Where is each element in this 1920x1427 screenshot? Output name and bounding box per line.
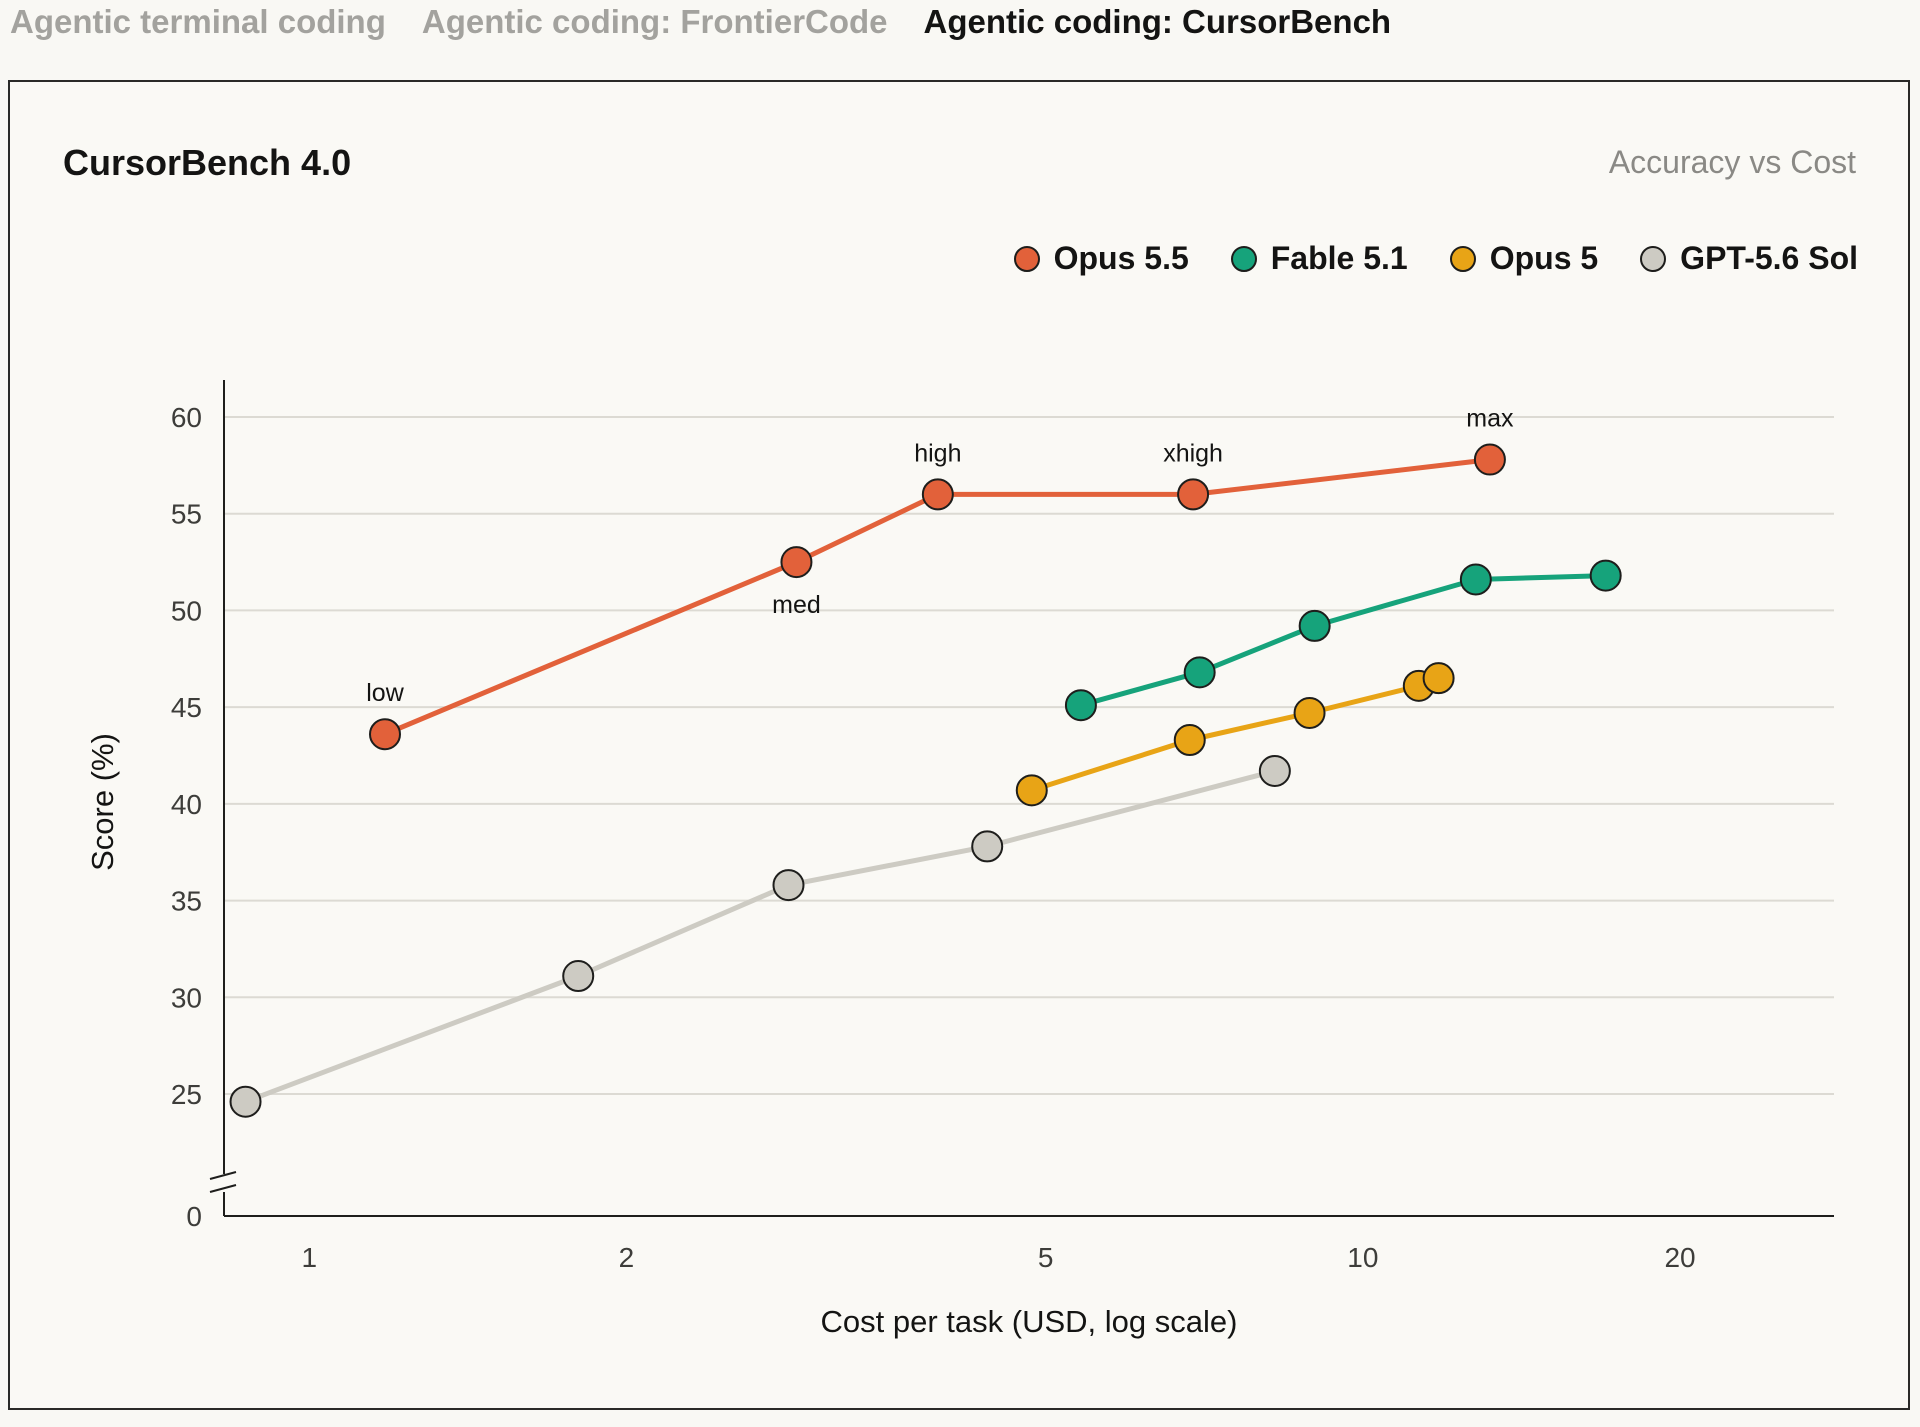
y-tick-label-30: 30 bbox=[171, 982, 202, 1013]
y-tick-label-0: 0 bbox=[186, 1201, 202, 1232]
data-point-opus-5-5-2[interactable] bbox=[780, 546, 813, 579]
data-point-fable-5-1-2[interactable] bbox=[1183, 656, 1216, 689]
data-point-opus-5-3[interactable] bbox=[1293, 696, 1326, 729]
legend-item-gpt-5-6-sol[interactable]: GPT-5.6 Sol bbox=[1640, 240, 1858, 277]
data-point-opus-5-5-3[interactable] bbox=[921, 478, 954, 511]
y-tick-label-55: 55 bbox=[171, 499, 202, 530]
x-tick-label-5: 5 bbox=[1038, 1242, 1054, 1273]
data-point-fable-5-1-4[interactable] bbox=[1459, 563, 1492, 596]
data-point-opus-5-5-5[interactable] bbox=[1473, 443, 1506, 476]
data-point-fable-5-1-1[interactable] bbox=[1064, 689, 1097, 722]
legend-item-fable-5-1[interactable]: Fable 5.1 bbox=[1230, 240, 1408, 277]
legend-swatch-opus-5-5 bbox=[1013, 245, 1040, 272]
tab-agentic-terminal-coding[interactable]: Agentic terminal coding bbox=[10, 3, 386, 40]
tab-agentic-coding-frontiercode[interactable]: Agentic coding: FrontierCode bbox=[421, 3, 888, 40]
legend-swatch-fable-5-1 bbox=[1230, 245, 1257, 272]
chart-panel: CursorBench 4.0 Accuracy vs Cost Opus 5.… bbox=[8, 80, 1910, 1410]
chart-title: CursorBench 4.0 bbox=[63, 142, 352, 183]
tab-bar: Agentic terminal coding Agentic coding: … bbox=[10, 0, 1427, 44]
legend-label-gpt-5-6-sol: GPT-5.6 Sol bbox=[1680, 240, 1858, 276]
legend-swatch-gpt-5-6-sol bbox=[1640, 245, 1667, 272]
data-point-gpt-5-6-sol-2[interactable] bbox=[562, 960, 595, 993]
y-tick-label-45: 45 bbox=[171, 692, 202, 723]
data-point-gpt-5-6-sol-3[interactable] bbox=[772, 869, 805, 902]
data-point-fable-5-1-3[interactable] bbox=[1298, 609, 1331, 642]
x-tick-label-1: 1 bbox=[301, 1242, 317, 1273]
x-tick-label-10: 10 bbox=[1347, 1242, 1378, 1273]
x-tick-label-20: 20 bbox=[1664, 1242, 1695, 1273]
point-label-low: low bbox=[366, 679, 404, 707]
y-axis-label: Score (%) bbox=[85, 733, 120, 871]
data-point-gpt-5-6-sol-4[interactable] bbox=[971, 830, 1004, 863]
legend-swatch-opus-5 bbox=[1449, 245, 1476, 272]
series-line-gpt-5-6-sol bbox=[243, 768, 1278, 1105]
legend-label-opus-5: Opus 5 bbox=[1489, 240, 1599, 276]
data-point-gpt-5-6-sol-5[interactable] bbox=[1258, 754, 1291, 787]
legend-label-opus-5-5: Opus 5.5 bbox=[1053, 240, 1189, 276]
series-line-fable-5-1 bbox=[1078, 573, 1609, 708]
legend: Opus 5.5 Fable 5.1 Opus 5 GPT-5.6 Sol bbox=[972, 240, 1858, 277]
y-tick-label-35: 35 bbox=[171, 886, 202, 917]
y-tick-label-60: 60 bbox=[171, 402, 202, 433]
point-label-max: max bbox=[1466, 405, 1514, 433]
legend-item-opus-5[interactable]: Opus 5 bbox=[1449, 240, 1599, 277]
x-tick-label-2: 2 bbox=[619, 1242, 635, 1273]
x-axis-label: Cost per task (USD, log scale) bbox=[821, 1304, 1238, 1339]
y-tick-label-50: 50 bbox=[171, 595, 202, 626]
data-point-gpt-5-6-sol-1[interactable] bbox=[229, 1085, 262, 1118]
y-tick-label-40: 40 bbox=[171, 789, 202, 820]
chart-subtitle: Accuracy vs Cost bbox=[1608, 144, 1856, 180]
legend-item-opus-5-5[interactable]: Opus 5.5 bbox=[1013, 240, 1189, 277]
point-label-high: high bbox=[914, 439, 961, 467]
data-point-opus-5-5[interactable] bbox=[1422, 662, 1455, 695]
data-point-fable-5-1-5[interactable] bbox=[1589, 559, 1622, 592]
data-point-opus-5-5-1[interactable] bbox=[368, 718, 401, 751]
legend-label-fable-5-1: Fable 5.1 bbox=[1270, 240, 1408, 276]
axis-break-marker bbox=[209, 1171, 237, 1193]
data-point-opus-5-1[interactable] bbox=[1015, 774, 1048, 807]
y-tick-label-25: 25 bbox=[171, 1079, 202, 1110]
point-label-med: med bbox=[772, 591, 821, 619]
data-point-opus-5-5-4[interactable] bbox=[1177, 478, 1210, 511]
point-label-xhigh: xhigh bbox=[1163, 439, 1223, 467]
data-point-opus-5-2[interactable] bbox=[1173, 724, 1206, 757]
tab-agentic-coding-cursorbench[interactable]: Agentic coding: CursorBench bbox=[923, 3, 1392, 40]
